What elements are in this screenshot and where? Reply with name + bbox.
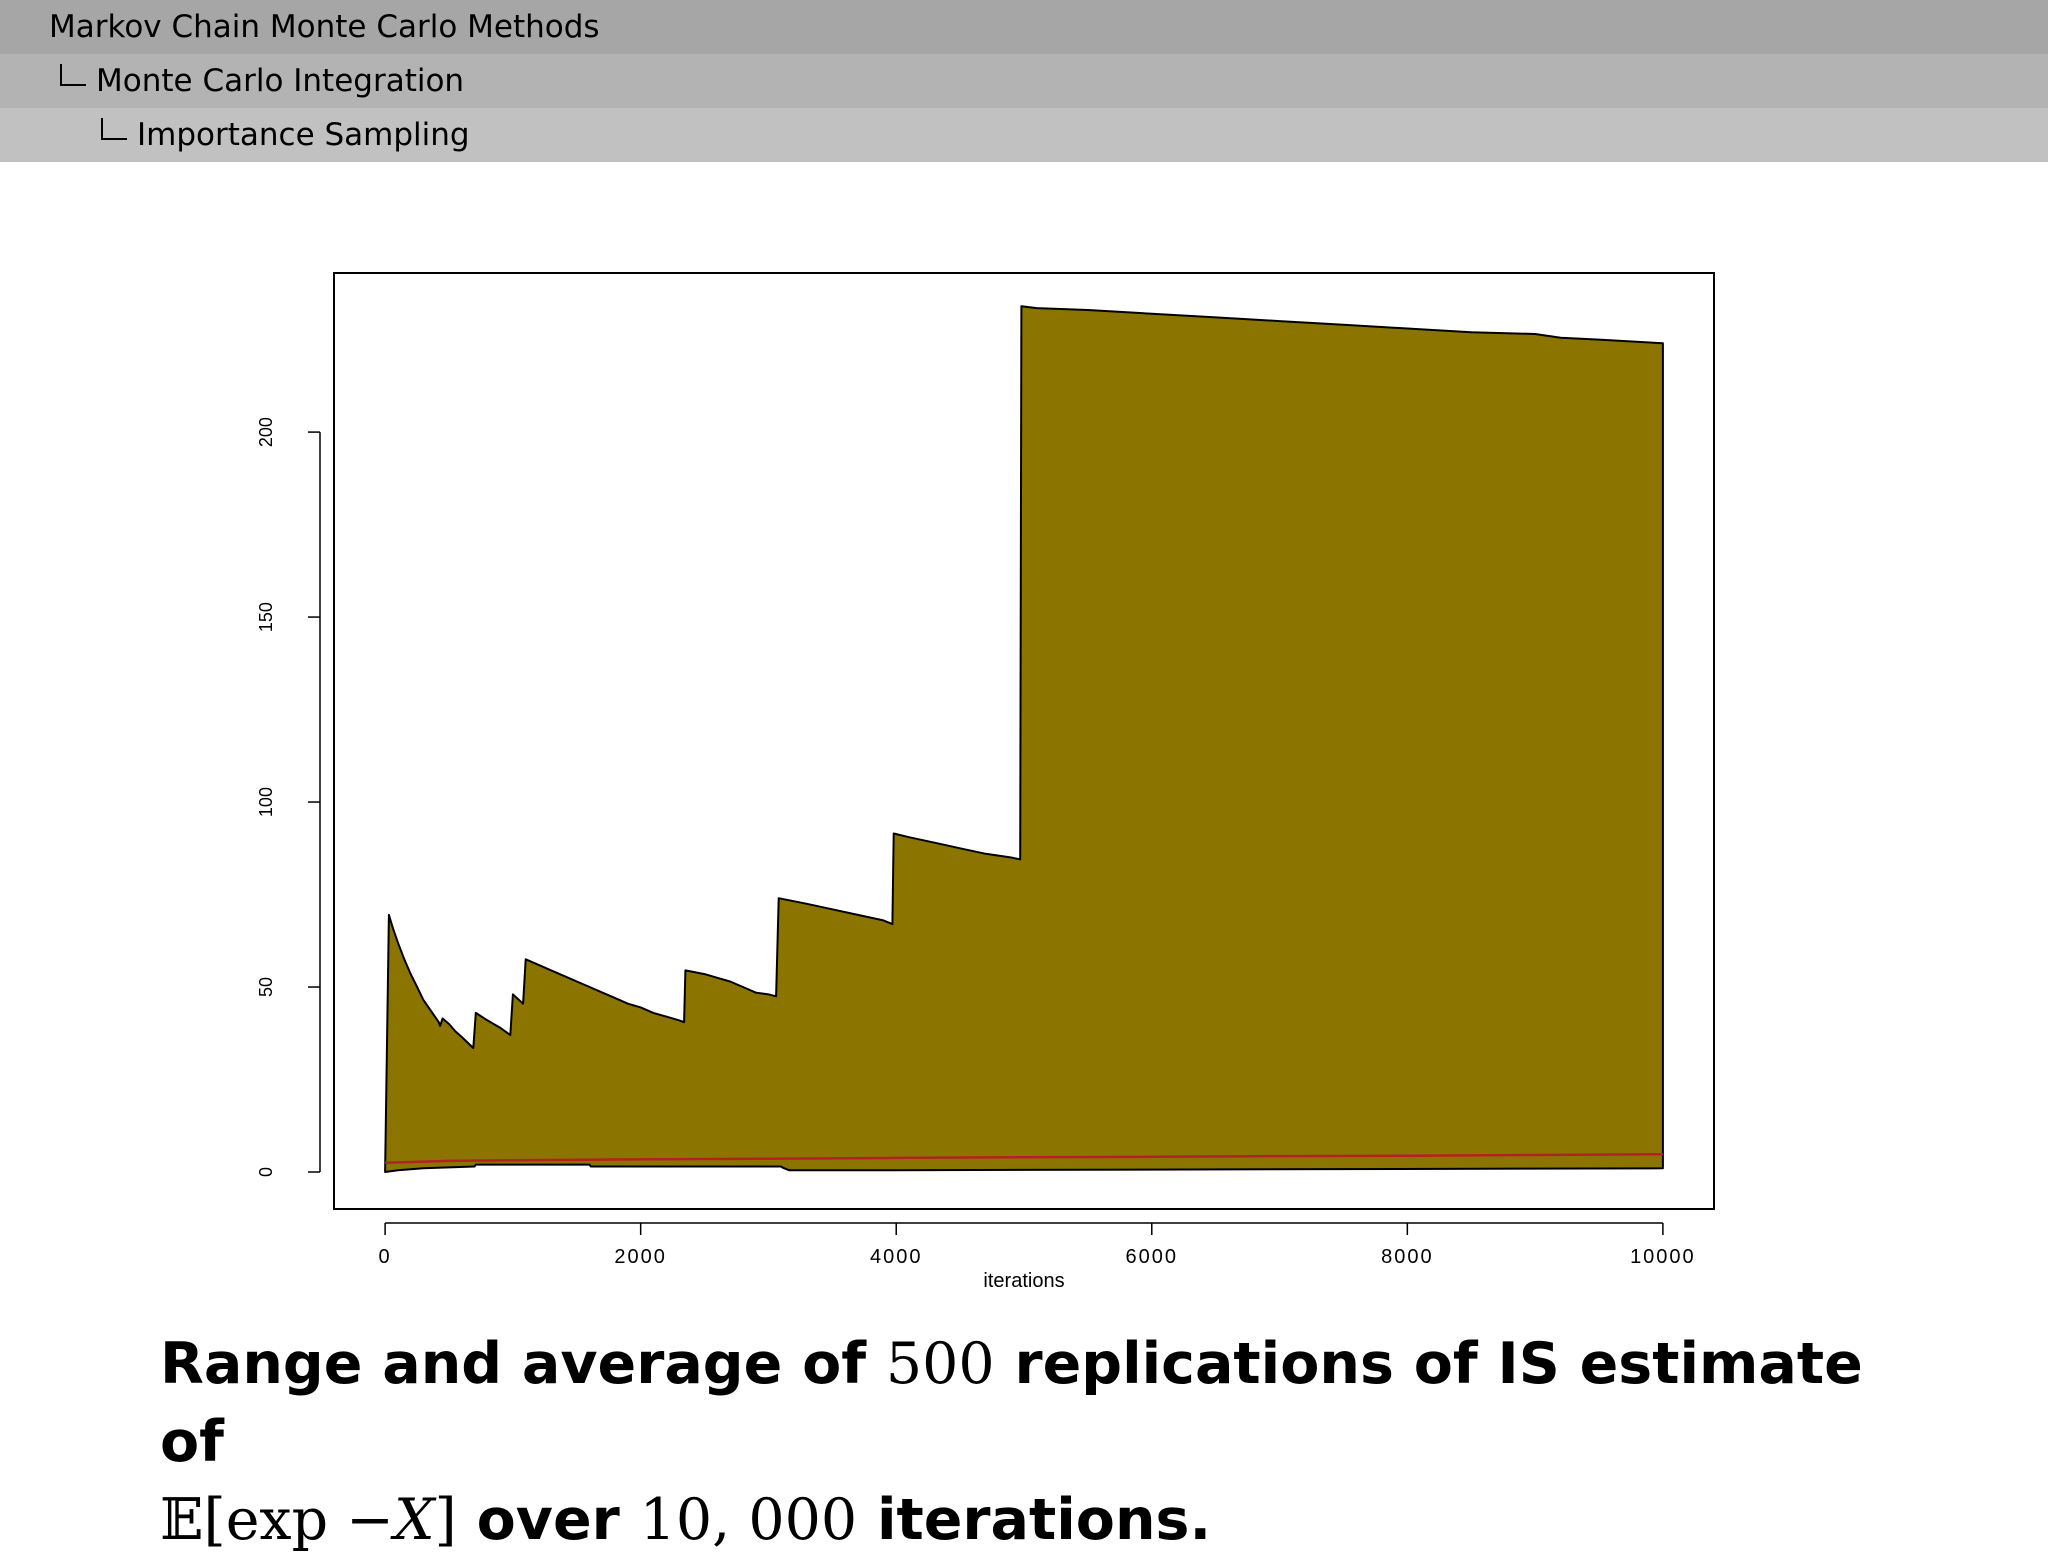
slide-caption: Range and average of 500 replications of… (160, 1325, 1900, 1559)
series-layer (384, 305, 1664, 1173)
header-subsection: Monte Carlo Integration (0, 54, 2048, 108)
caption-number: 10, 000 (639, 1487, 858, 1553)
x-tick-label: 8000 (1381, 1246, 1434, 1268)
header-subsection-title: Monte Carlo Integration (96, 63, 465, 99)
caption-math: 𝔼 (160, 1487, 204, 1553)
header-subsubsection-title: Importance Sampling (137, 117, 470, 153)
y-tick-label: 0 (256, 1167, 276, 1177)
caption-number: 500 (885, 1331, 995, 1397)
tree-branch-icon (101, 118, 127, 140)
y-tick-label: 100 (256, 787, 276, 817)
y-tick-label: 50 (256, 977, 276, 997)
plot-box (333, 272, 1715, 1210)
header-section: Markov Chain Monte Carlo Methods (0, 0, 2048, 54)
x-tick-label: 6000 (1126, 1246, 1179, 1268)
x-axis: 0 2000 4000 6000 8000 10000 (379, 1222, 1696, 1268)
x-tick-label: 2000 (614, 1246, 667, 1268)
header-subsubsection: Importance Sampling (0, 108, 2048, 162)
caption-text: Range and average of (160, 1331, 886, 1397)
range-band (384, 305, 1664, 1173)
caption-math: ] (434, 1487, 457, 1553)
x-axis-label: iterations (983, 1270, 1064, 1292)
tree-branch-icon (60, 64, 86, 86)
caption-text: iterations. (857, 1487, 1212, 1553)
x-tick-label: 0 (379, 1246, 392, 1268)
caption-text: replications of IS estimate of (160, 1331, 1863, 1475)
caption-math: X (393, 1487, 435, 1553)
header-section-title: Markov Chain Monte Carlo Methods (49, 9, 600, 45)
y-tick-label: 150 (256, 602, 276, 632)
x-tick-label: 4000 (870, 1246, 923, 1268)
average-line (385, 1152, 1663, 1165)
caption-text: over (456, 1487, 640, 1553)
y-axis: 0 50 100 150 200 (256, 417, 321, 1177)
caption-math: [exp − (203, 1487, 394, 1553)
y-tick-label: 200 (256, 417, 276, 447)
x-tick-label: 10000 (1630, 1246, 1696, 1268)
